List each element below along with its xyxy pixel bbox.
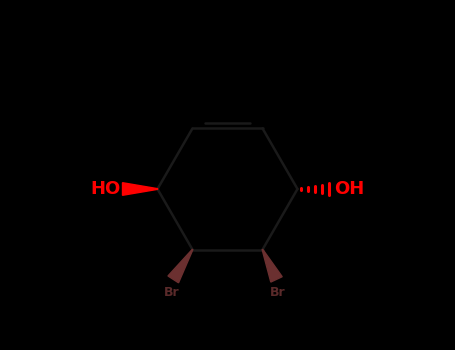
Text: HO: HO bbox=[91, 180, 121, 198]
Text: Br: Br bbox=[164, 286, 180, 299]
Polygon shape bbox=[262, 250, 282, 282]
Text: OH: OH bbox=[334, 180, 364, 198]
Polygon shape bbox=[168, 250, 193, 283]
Polygon shape bbox=[122, 183, 157, 195]
Text: Br: Br bbox=[270, 286, 286, 299]
